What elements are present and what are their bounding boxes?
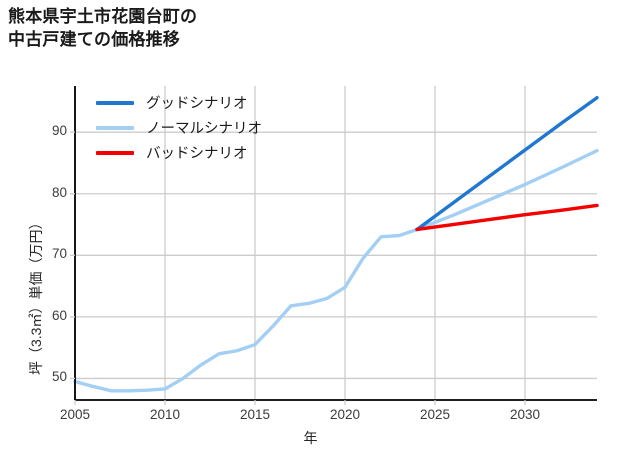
y-tick-label: 70 <box>51 246 67 262</box>
y-tick-label: 90 <box>51 123 67 139</box>
y-axis-title: 坪（3.3㎡）単価（万円） <box>28 215 44 375</box>
x-axis-title: 年 <box>303 430 318 446</box>
legend-color-swatch <box>96 100 134 105</box>
chart-legend: グッドシナリオ ノーマルシナリオ バッドシナリオ <box>96 90 262 165</box>
legend-item-label: バッドシナリオ <box>146 146 248 162</box>
chart-title: 熊本県宇土市花園台町の 中古戸建ての価格推移 <box>8 7 198 49</box>
x-tick-label: 2010 <box>149 407 181 422</box>
y-tick-label: 50 <box>51 369 67 385</box>
x-tick-label: 2020 <box>329 407 361 422</box>
axis-spines <box>74 86 597 401</box>
x-tick-label: 2015 <box>239 407 271 422</box>
legend-item-label: ノーマルシナリオ <box>146 121 262 137</box>
tick-marks <box>70 131 526 405</box>
series-line <box>73 148 599 393</box>
gridlines <box>74 86 597 400</box>
legend-color-swatch <box>96 125 134 130</box>
y-tick-label: 80 <box>51 184 67 200</box>
x-tick-label: 2005 <box>59 407 91 422</box>
legend-color-swatch <box>96 150 134 155</box>
x-tick-label: 2025 <box>419 407 451 422</box>
x-tick-label: 2030 <box>509 407 541 422</box>
y-tick-label: 60 <box>51 307 67 323</box>
legend-item[interactable]: グッドシナリオ <box>96 90 262 115</box>
series-line <box>415 95 599 232</box>
series-line <box>415 203 599 232</box>
series-lines <box>73 95 599 393</box>
legend-item-label: グッドシナリオ <box>146 96 248 112</box>
legend-item[interactable]: バッドシナリオ <box>96 140 262 165</box>
legend-item[interactable]: ノーマルシナリオ <box>96 115 262 140</box>
